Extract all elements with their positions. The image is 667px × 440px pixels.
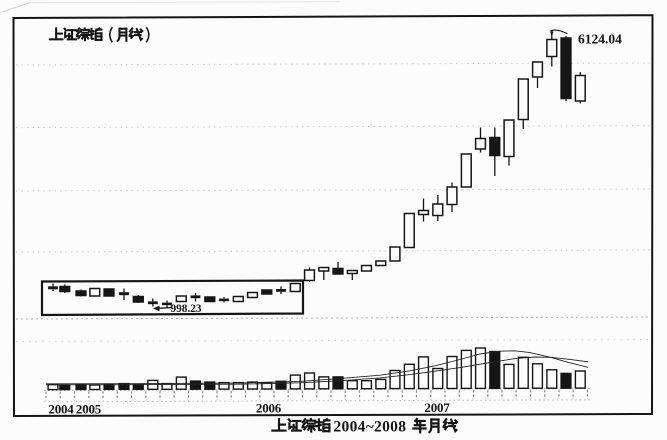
svg-text:2006: 2006 xyxy=(256,401,282,416)
svg-text:2005: 2005 xyxy=(76,401,102,416)
svg-text:2007: 2007 xyxy=(424,400,450,415)
svg-text:6124.04: 6124.04 xyxy=(578,32,622,47)
svg-text:998.23: 998.23 xyxy=(171,303,202,315)
svg-text:2004: 2004 xyxy=(48,402,74,417)
svg-text:2004~2008: 2004~2008 xyxy=(334,419,407,436)
